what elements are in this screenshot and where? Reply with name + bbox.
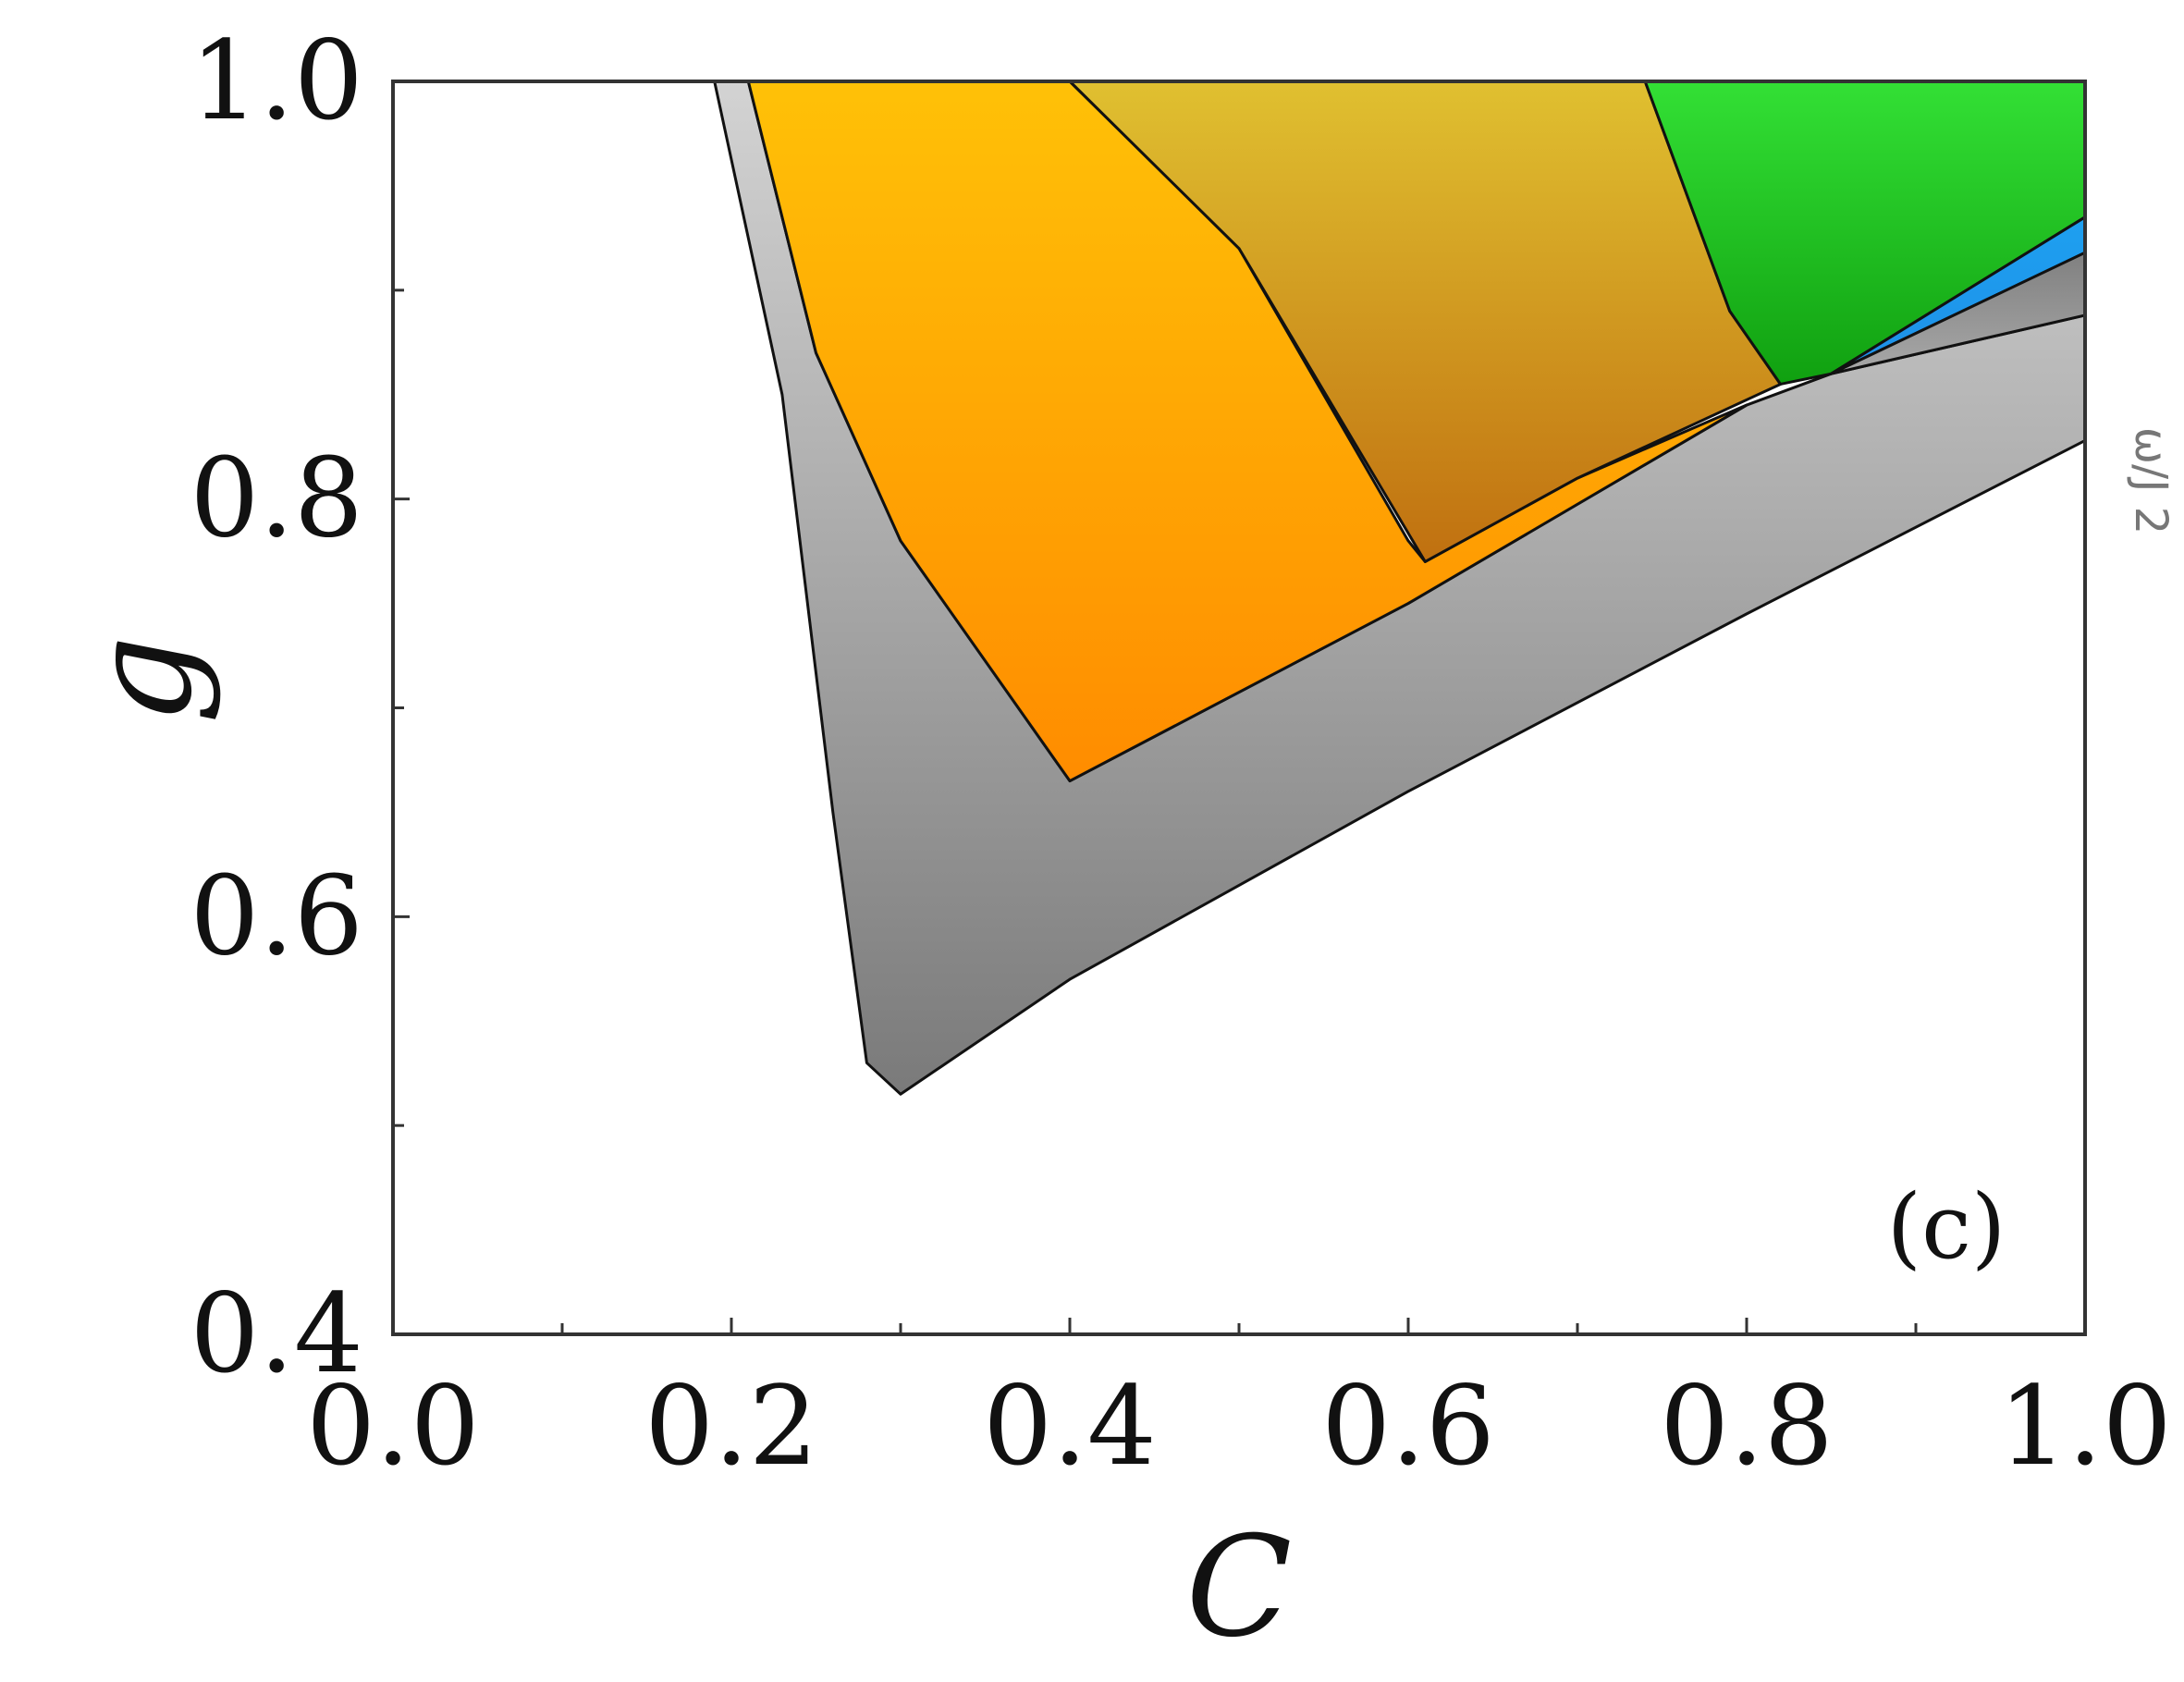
phase-regions [713, 80, 2087, 1096]
x-tick-label: 0.6 [1321, 1362, 1495, 1490]
y-tick-label: 0.4 [190, 1270, 363, 1397]
x-tick-label: 0.0 [306, 1362, 480, 1490]
axis-ticks [391, 80, 2087, 1336]
x-tick-label: 0.2 [644, 1362, 818, 1490]
tick-labels: 0.0 0.2 0.4 0.6 0.8 1.0 0.4 0.6 0.8 1.0 [190, 17, 2172, 1490]
y-tick-label: 0.6 [190, 852, 363, 979]
side-annotation: ω/J 2 [2125, 427, 2177, 534]
panel-label: (c) [1887, 1175, 2006, 1279]
y-axis-title: g [62, 635, 223, 724]
x-tick-label: 0.4 [983, 1362, 1157, 1490]
x-tick-label: 0.8 [1660, 1362, 1834, 1490]
x-axis-title: C [1186, 1507, 1293, 1668]
y-tick-label: 0.8 [190, 435, 363, 562]
x-tick-label: 1.0 [1998, 1362, 2172, 1490]
y-tick-label: 1.0 [190, 17, 363, 144]
